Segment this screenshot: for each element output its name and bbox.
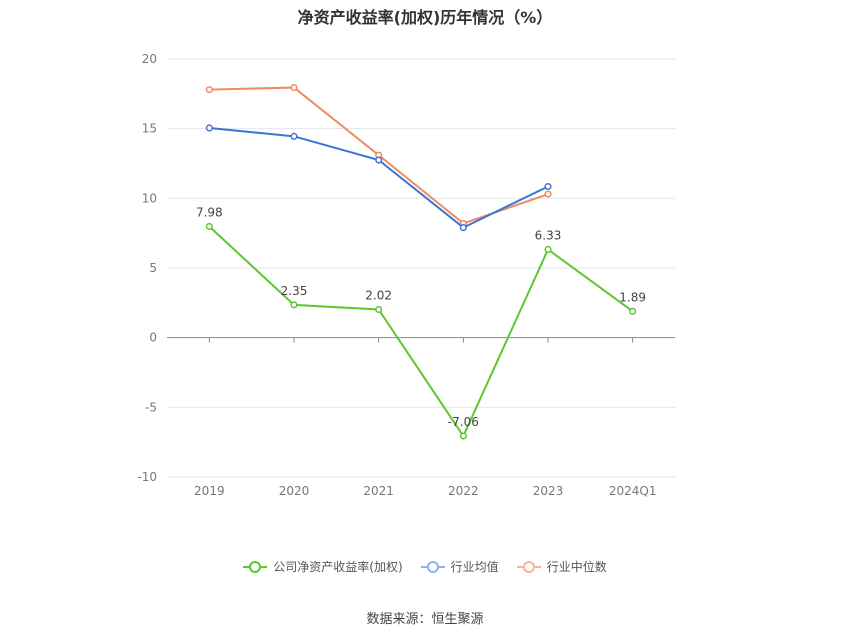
x-tick-label: 2022 — [448, 484, 479, 498]
data-labels: 7.98 2.35 2.02 -7.06 6.33 1.89 — [196, 205, 646, 429]
y-tick-labels: 20 15 10 5 0 -5 -10 — [137, 52, 157, 484]
data-point — [290, 301, 298, 309]
x-tick-label: 2024Q1 — [609, 484, 657, 498]
data-point — [290, 84, 298, 92]
x-tick-label: 2023 — [533, 484, 564, 498]
grid — [167, 58, 675, 478]
data-point — [290, 132, 298, 140]
legend-swatch-company — [243, 560, 268, 573]
legend-swatch-industry-mean — [420, 560, 445, 573]
legend-label-industry-mean: 行业均值 — [450, 560, 499, 574]
data-point — [375, 305, 383, 314]
x-tick-label: 2020 — [279, 484, 310, 498]
data-point — [205, 124, 213, 132]
data-point — [375, 156, 383, 164]
data-label: 2.35 — [281, 284, 308, 298]
data-source: 数据来源：恒生聚源 — [366, 612, 484, 627]
data-label: 2.02 — [365, 289, 392, 303]
data-point — [205, 222, 213, 231]
x-tick-label: 2021 — [363, 484, 394, 498]
x-tick-label: 2019 — [194, 484, 225, 498]
data-label: 7.98 — [196, 205, 223, 219]
legend-label-company: 公司净资产收益率(加权) — [273, 560, 403, 574]
legend-item-industry-median[interactable]: 行业中位数 — [516, 558, 607, 575]
y-tick-label: 5 — [149, 261, 157, 275]
data-point — [459, 432, 467, 440]
y-tick-label: 15 — [142, 122, 157, 136]
y-tick-label: 0 — [149, 331, 157, 345]
data-label: 6.33 — [535, 228, 562, 242]
y-tick-label: -10 — [137, 470, 157, 484]
series-group — [205, 84, 637, 440]
legend-item-industry-mean[interactable]: 行业均值 — [420, 558, 499, 575]
y-tick-label: -5 — [145, 400, 157, 414]
data-label: 1.89 — [619, 290, 646, 304]
data-point — [459, 224, 467, 232]
line-chart: 20 15 10 5 0 -5 -10 2019 2020 2021 2022 2023 2024Q1… — [137, 52, 675, 498]
legend-label-industry-median: 行业中位数 — [546, 560, 607, 574]
data-point — [629, 307, 637, 315]
x-axis: 2019 2020 2021 2022 2023 2024Q1 — [194, 337, 657, 498]
data-point — [544, 190, 552, 198]
legend-item-company[interactable]: 公司净资产收益率(加权) — [243, 558, 403, 575]
data-point — [544, 245, 552, 254]
data-point — [544, 182, 552, 191]
chart-title: 净资产收益率(加权)历年情况（%） — [297, 8, 553, 27]
y-tick-label: 20 — [142, 52, 157, 66]
y-tick-label: 10 — [142, 191, 157, 205]
data-label: -7.06 — [448, 415, 479, 429]
legend-swatch-industry-median — [516, 560, 541, 573]
series-line-0 — [208, 225, 634, 439]
data-point — [205, 86, 213, 94]
legend: 公司净资产收益率(加权) 行业均值 行业中位数 — [0, 558, 850, 575]
